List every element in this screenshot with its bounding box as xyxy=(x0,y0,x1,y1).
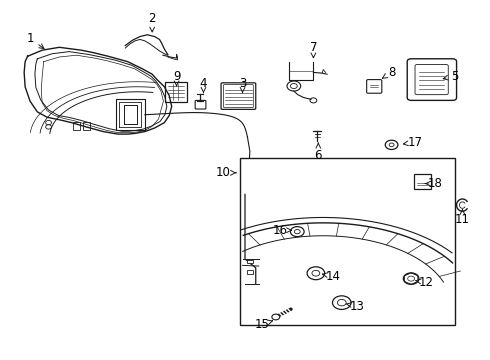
Circle shape xyxy=(312,270,320,276)
Text: 17: 17 xyxy=(403,136,422,149)
Text: 3: 3 xyxy=(239,77,246,93)
Text: 4: 4 xyxy=(200,77,207,93)
Text: 18: 18 xyxy=(425,177,443,190)
Text: 8: 8 xyxy=(383,66,395,79)
FancyBboxPatch shape xyxy=(367,80,382,93)
Bar xyxy=(73,122,80,130)
Text: 14: 14 xyxy=(322,270,341,283)
Circle shape xyxy=(310,98,317,103)
Circle shape xyxy=(291,84,297,89)
Text: 1: 1 xyxy=(26,32,44,49)
Text: 7: 7 xyxy=(310,41,317,58)
Text: 11: 11 xyxy=(455,210,470,226)
Circle shape xyxy=(332,296,351,310)
Circle shape xyxy=(385,140,398,149)
Circle shape xyxy=(307,267,325,280)
Circle shape xyxy=(337,300,346,306)
Text: 9: 9 xyxy=(173,69,180,86)
Circle shape xyxy=(272,314,280,320)
Circle shape xyxy=(291,226,304,237)
Bar xyxy=(247,270,253,274)
FancyBboxPatch shape xyxy=(195,100,206,109)
Text: 5: 5 xyxy=(443,69,459,82)
Circle shape xyxy=(287,81,301,91)
Circle shape xyxy=(46,121,51,125)
Bar xyxy=(247,260,253,263)
FancyBboxPatch shape xyxy=(165,82,187,102)
Circle shape xyxy=(389,143,394,147)
FancyBboxPatch shape xyxy=(407,59,457,100)
Circle shape xyxy=(294,229,300,234)
FancyBboxPatch shape xyxy=(221,83,256,109)
Bar xyxy=(240,158,455,325)
Circle shape xyxy=(408,276,415,281)
Text: 13: 13 xyxy=(346,300,365,313)
Text: 6: 6 xyxy=(315,143,322,162)
Bar xyxy=(83,122,90,130)
Circle shape xyxy=(46,125,51,129)
Text: 10: 10 xyxy=(216,166,236,179)
Text: 12: 12 xyxy=(416,276,433,289)
Text: 16: 16 xyxy=(272,224,292,237)
FancyBboxPatch shape xyxy=(415,64,448,95)
Circle shape xyxy=(403,273,419,284)
Text: 15: 15 xyxy=(255,318,272,331)
Text: 2: 2 xyxy=(148,12,156,32)
FancyBboxPatch shape xyxy=(414,174,431,189)
